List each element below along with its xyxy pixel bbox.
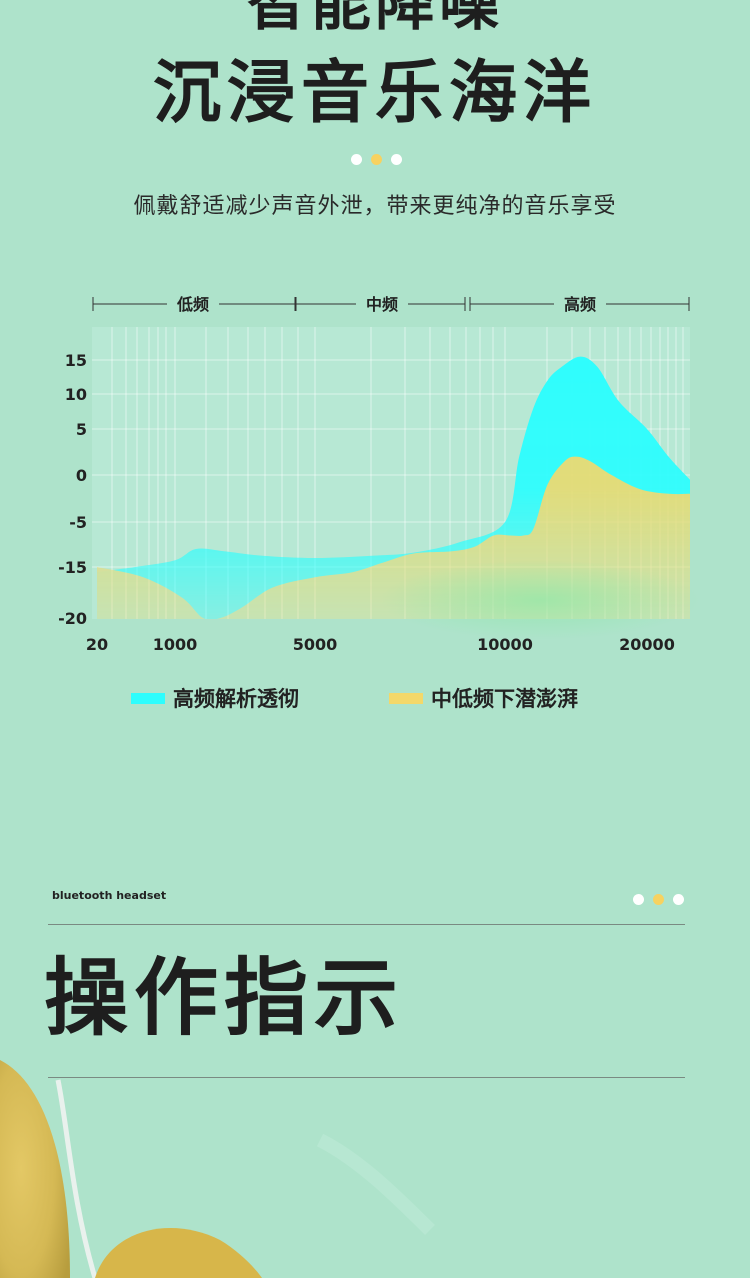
legend-swatch-yellow xyxy=(389,692,423,704)
y-axis-ticks: 15 10 5 0 -5 -15 -20 xyxy=(58,351,87,628)
headphone-illustration xyxy=(0,1060,435,1278)
earcup-shape xyxy=(0,1060,70,1278)
divider-top xyxy=(48,924,685,925)
dot xyxy=(351,154,362,165)
title-line-1: 智能降噪 xyxy=(247,0,503,39)
y-tick-label: 5 xyxy=(76,420,87,439)
frequency-response-chart: 低频 中频 高频 15 10 5 0 -5 -15 -20 20 1000 5000 10000 200… xyxy=(58,294,700,654)
x-tick-label: 10000 xyxy=(477,635,533,654)
pagination-dots-top xyxy=(351,154,402,165)
legend-swatch-cyan xyxy=(131,692,165,704)
earcup-rim xyxy=(55,1079,98,1278)
subtitle: 佩戴舒适减少声音外泄，带来更纯净的音乐享受 xyxy=(133,194,617,219)
y-tick-label: -20 xyxy=(58,609,87,628)
band-label-bg xyxy=(167,294,219,314)
headband-shape xyxy=(95,1228,262,1278)
dot xyxy=(673,894,684,905)
y-tick-label: 0 xyxy=(76,466,87,485)
divider-bottom xyxy=(48,1077,685,1078)
band-label-bg xyxy=(356,294,408,314)
legend-item-low: 中低频下潜澎湃 xyxy=(389,683,578,713)
band-label-bg xyxy=(554,294,606,314)
dot xyxy=(391,154,402,165)
band-label: 中频 xyxy=(366,295,398,314)
glow-highlight xyxy=(380,560,700,640)
dot xyxy=(633,894,644,905)
x-tick-label: 1000 xyxy=(153,635,198,654)
x-tick-label: 5000 xyxy=(293,635,338,654)
x-axis-ticks: 20 1000 5000 10000 20000 xyxy=(86,635,675,654)
band-labels: 低频 中频 高频 xyxy=(92,294,690,314)
band-label: 高频 xyxy=(564,295,596,314)
band-label: 低频 xyxy=(176,295,209,314)
legend-item-high: 高频解析透彻 xyxy=(131,683,299,713)
title-line-2: 沉浸音乐海洋 xyxy=(152,54,597,133)
y-tick-label: -15 xyxy=(58,558,87,577)
brand-label: bluetooth headset xyxy=(52,889,167,902)
dot-active xyxy=(371,154,382,165)
x-tick-label: 20 xyxy=(86,635,108,654)
legend-label-high: 高频解析透彻 xyxy=(173,687,299,711)
legend-label-low: 中低频下潜澎湃 xyxy=(431,687,578,711)
y-tick-label: 10 xyxy=(65,385,87,404)
y-tick-label: 15 xyxy=(65,351,87,370)
reflection-glint xyxy=(316,1133,435,1235)
x-tick-label: 20000 xyxy=(619,635,675,654)
dot-active xyxy=(653,894,664,905)
y-tick-label: -5 xyxy=(69,513,87,532)
pagination-dots-section xyxy=(633,894,684,905)
section-title: 操作指示 xyxy=(44,949,405,1047)
